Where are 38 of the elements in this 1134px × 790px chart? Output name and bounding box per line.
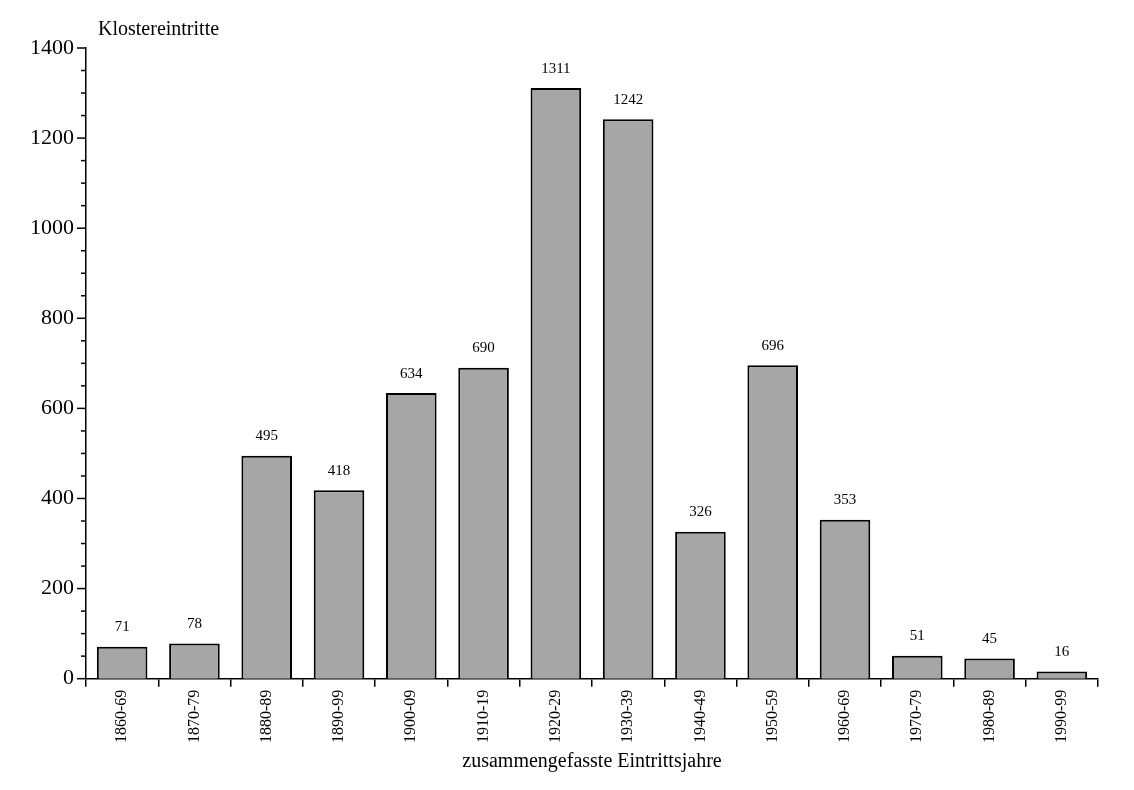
x-tick-label: 1970-79 bbox=[907, 689, 925, 743]
x-tick-label: 1960-69 bbox=[835, 689, 853, 743]
data-label: 690 bbox=[472, 339, 495, 356]
data-label: 45 bbox=[982, 629, 998, 646]
y-axis-title: Klostereintritte bbox=[98, 17, 220, 40]
data-label: 1311 bbox=[541, 59, 571, 76]
data-label: 326 bbox=[689, 503, 713, 520]
y-tick-label: 600 bbox=[41, 394, 74, 420]
x-axis-title: zusammengefasste Eintrittsjahre bbox=[462, 749, 722, 773]
x-tick-label: 1870-79 bbox=[184, 689, 202, 743]
x-tick-label: 1890-99 bbox=[329, 689, 347, 743]
x-tick-label: 1990-99 bbox=[1052, 689, 1070, 743]
data-label: 51 bbox=[909, 627, 925, 644]
y-tick-label: 1400 bbox=[30, 33, 74, 59]
x-tick-label: 1940-49 bbox=[690, 689, 708, 743]
x-tick-label: 1860-69 bbox=[112, 689, 130, 743]
y-tick-label: 0 bbox=[63, 664, 74, 690]
data-label: 634 bbox=[400, 364, 424, 381]
y-tick-label: 1000 bbox=[30, 213, 74, 239]
x-tick-label: 1930-39 bbox=[618, 689, 636, 743]
y-tick-label: 1200 bbox=[30, 123, 74, 149]
data-label: 353 bbox=[833, 491, 857, 508]
x-tick-label: 1980-89 bbox=[979, 689, 997, 743]
x-tick-label: 1950-59 bbox=[762, 689, 780, 743]
y-tick-label: 200 bbox=[41, 574, 74, 600]
data-label: 495 bbox=[255, 427, 278, 444]
x-tick-label: 1910-19 bbox=[473, 689, 491, 743]
data-label: 16 bbox=[1054, 642, 1070, 659]
data-label: 418 bbox=[327, 461, 351, 478]
x-tick-label: 1920-29 bbox=[546, 689, 564, 743]
y-tick-label: 800 bbox=[41, 304, 74, 330]
data-label: 696 bbox=[761, 336, 785, 353]
data-label: 71 bbox=[114, 618, 130, 635]
y-tick-label: 400 bbox=[41, 484, 74, 510]
x-tick-label: 1900-09 bbox=[401, 689, 419, 743]
data-label: 78 bbox=[186, 614, 202, 631]
data-label: 1242 bbox=[613, 90, 644, 107]
x-tick-label: 1880-89 bbox=[256, 689, 274, 743]
